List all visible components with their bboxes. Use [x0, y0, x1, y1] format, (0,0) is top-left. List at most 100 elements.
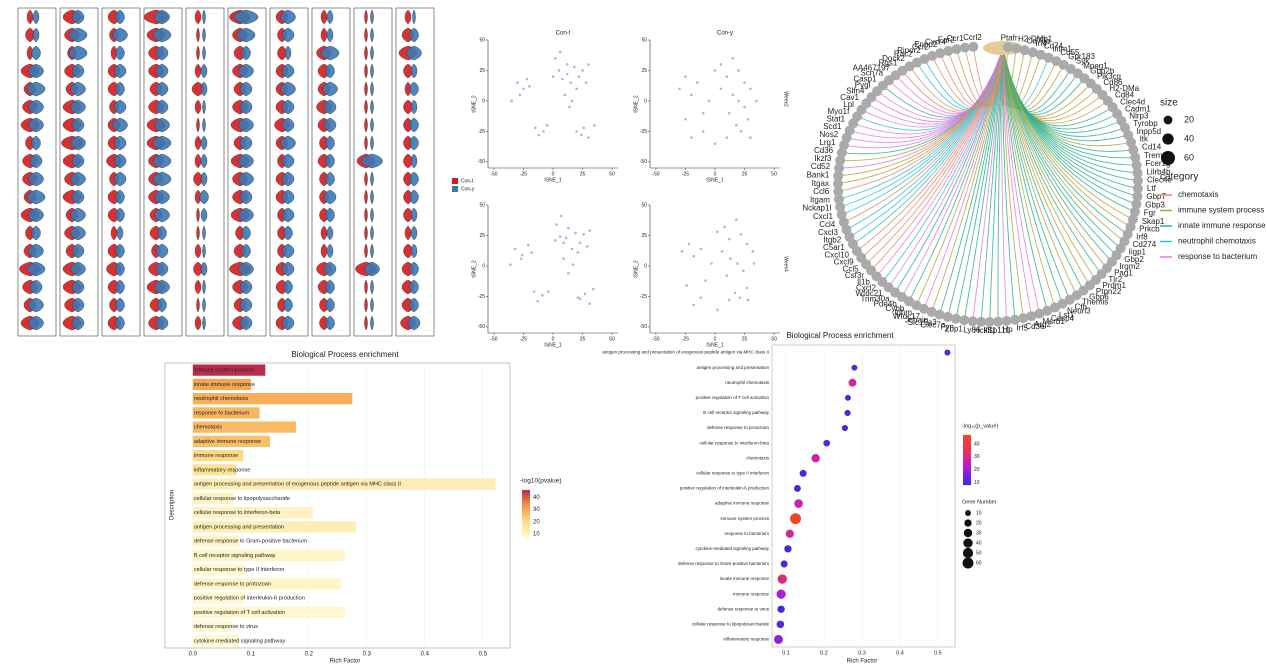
colorbar: [522, 531, 530, 535]
colorbar: [522, 501, 530, 505]
y-tick-label: adaptive immune response: [715, 501, 770, 506]
violin: [26, 81, 46, 97]
bar: [192, 578, 341, 590]
node: [911, 57, 922, 68]
point: [574, 231, 577, 235]
violin: [281, 27, 295, 43]
point: [680, 250, 684, 253]
node-label: Gbp7: [1146, 192, 1166, 201]
violin-panel: [269, 7, 309, 337]
node-label: Casp4: [1051, 314, 1075, 323]
point: [570, 99, 574, 103]
violin: [115, 9, 125, 25]
violin: [152, 153, 172, 169]
node-label: Trim30a: [860, 295, 890, 304]
violin: [410, 207, 418, 223]
point: [737, 99, 740, 103]
y-tick-label: positive regulation of T cell activation: [696, 395, 770, 400]
dot: [848, 378, 857, 387]
violin: [239, 189, 253, 205]
node-label: Cybb: [886, 304, 905, 313]
violin: [404, 225, 412, 241]
violin: [70, 207, 86, 223]
node-label: Irf8: [1136, 233, 1148, 242]
point: [583, 292, 587, 296]
violin: [71, 297, 85, 313]
violin: [71, 189, 85, 205]
colorbar: [522, 493, 530, 497]
node: [1132, 167, 1143, 178]
violin: [364, 297, 368, 313]
point: [564, 236, 568, 240]
violin: [194, 9, 202, 25]
node-label: Prdm1: [1102, 281, 1126, 290]
violin: [28, 117, 44, 133]
violin: [283, 225, 293, 241]
colorbar: [522, 497, 530, 501]
violin: [283, 297, 293, 313]
colorbar-tick: 20: [533, 519, 540, 525]
bar-label: defense response to protozoan: [194, 581, 271, 587]
violin-panel: [185, 7, 225, 337]
node: [1018, 313, 1029, 324]
violin: [410, 99, 418, 115]
violin: [68, 27, 88, 43]
x-tick-label: 25: [580, 171, 586, 177]
point: [557, 69, 561, 72]
edge: [989, 47, 1004, 323]
x-axis-label: Rich Factor: [330, 659, 361, 665]
point: [716, 230, 719, 234]
colorbar: [963, 456, 971, 460]
point: [569, 81, 573, 84]
node: [1131, 160, 1142, 171]
violin: [116, 225, 124, 241]
y-tick-label: 50: [641, 37, 647, 43]
dot: [844, 394, 851, 401]
dot: [944, 349, 951, 356]
x-tick-label: -50: [652, 336, 659, 342]
node-label: Dock2: [882, 54, 905, 63]
point: [752, 262, 756, 265]
violin: [409, 279, 419, 295]
point: [742, 269, 745, 273]
plot-area: [164, 362, 511, 649]
violin-panel: [311, 7, 351, 337]
colorbar: [963, 474, 971, 478]
violin: [364, 27, 368, 43]
violin: [325, 135, 335, 151]
node: [1001, 315, 1012, 326]
node: [993, 316, 1004, 327]
violin: [233, 9, 259, 25]
point: [562, 257, 565, 260]
size-label: 40: [976, 540, 982, 546]
violin: [154, 207, 170, 223]
point: [575, 87, 578, 91]
size-key: [1161, 151, 1175, 165]
edge: [1002, 47, 1040, 314]
node-label: Ikzf3: [814, 154, 831, 163]
bar-label: response to bacterium: [194, 410, 250, 416]
point: [690, 93, 693, 97]
violin: [112, 27, 128, 43]
point: [532, 290, 536, 293]
edge: [1002, 47, 1078, 296]
violin: [320, 27, 328, 43]
size-title: Gene Number: [962, 499, 997, 505]
colorbar: [963, 466, 971, 470]
edge: [997, 47, 1004, 322]
violin: [280, 135, 296, 151]
violin: [155, 99, 169, 115]
x-axis-label: tSNE_1: [544, 177, 561, 183]
side-label: Week2: [783, 91, 789, 107]
violin: [200, 171, 208, 187]
dot: [777, 605, 785, 613]
violin: [194, 153, 202, 169]
point: [746, 298, 750, 302]
x-tick-label: 50: [771, 171, 777, 177]
node-label: Prkcb: [1139, 225, 1160, 234]
y-tick-label: neutrophil chemotaxis: [725, 380, 770, 385]
node-label: Pag1: [1114, 269, 1133, 278]
point: [745, 286, 749, 290]
y-tick-label: chemotaxis: [746, 455, 770, 460]
colorbar: [963, 450, 971, 454]
